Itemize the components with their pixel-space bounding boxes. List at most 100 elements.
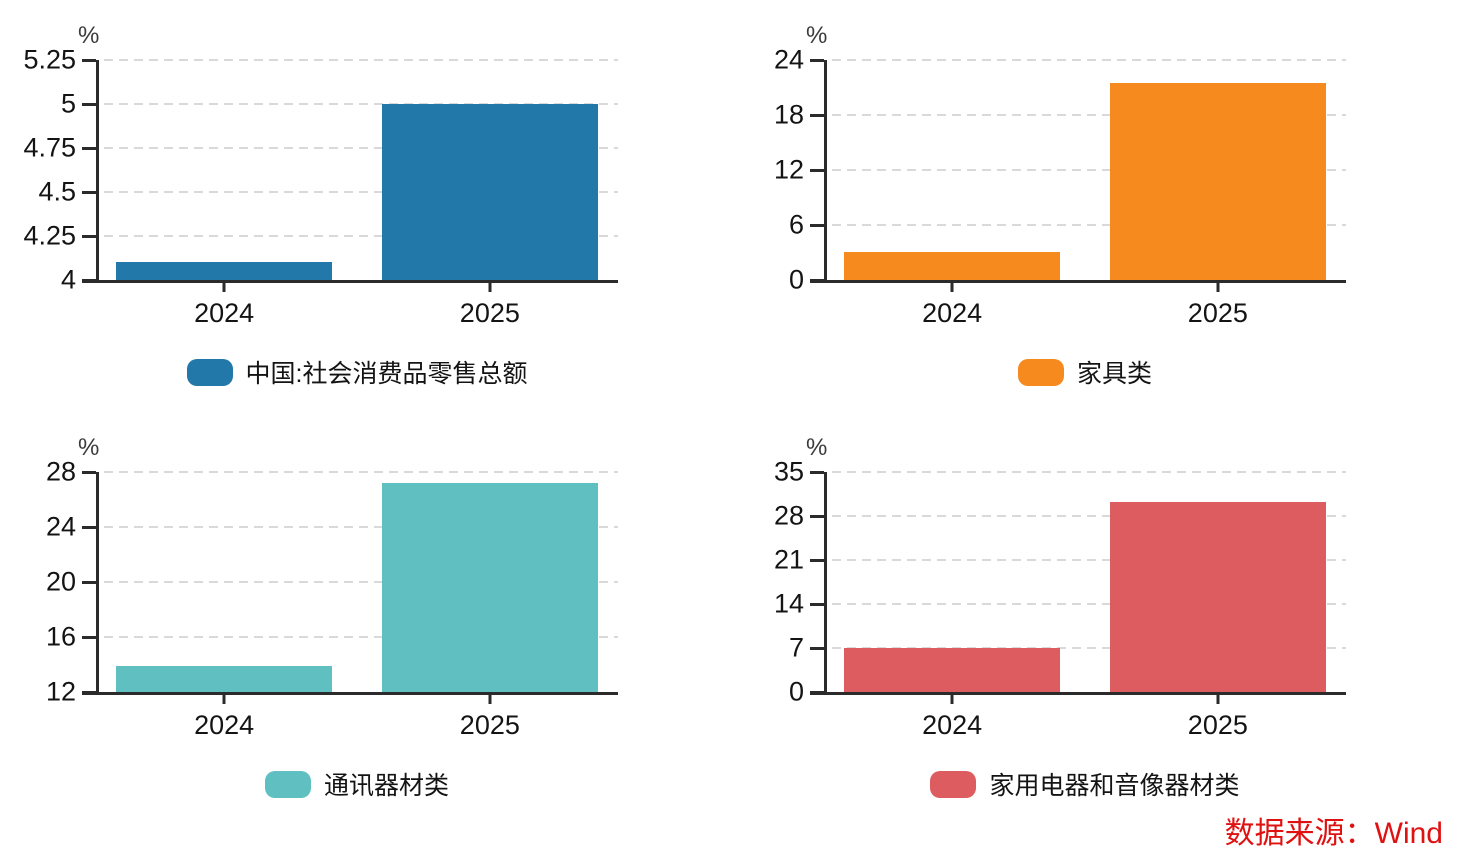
- x-tick-mark-2024: [222, 282, 226, 292]
- y-tick-mark-0: [810, 278, 824, 282]
- gridline-12: [832, 169, 1346, 171]
- y-tick-label-4.5: 4.5: [38, 176, 76, 207]
- x-tick-label-2024: 2024: [922, 710, 983, 740]
- y-axis-line: [96, 60, 99, 282]
- gridline-24: [104, 526, 618, 528]
- y-tick-mark-6: [810, 223, 824, 227]
- bar-2024: [843, 251, 1061, 280]
- y-tick-label-5.25: 5.25: [23, 44, 76, 75]
- x-tick-label-2025: 2025: [1187, 710, 1248, 740]
- bar-2025: [381, 483, 599, 692]
- legend-label: 家用电器和音像器材类: [989, 772, 1240, 800]
- legend: 家用电器和音像器材类: [824, 766, 1346, 802]
- gridline-21: [832, 559, 1346, 561]
- gridline-5.25: [104, 59, 618, 61]
- y-tick-label-24: 24: [45, 511, 76, 542]
- y-tick-mark-12: [82, 690, 96, 694]
- y-axis-unit-label: %: [806, 434, 828, 461]
- y-tick-mark-4.5: [82, 190, 96, 194]
- bar-2024: [843, 648, 1061, 692]
- x-axis-labels: 2024 2025: [96, 294, 618, 338]
- bar-2025: [1109, 82, 1327, 280]
- x-tick-label-2025: 2025: [459, 298, 520, 328]
- y-tick-mark-20: [82, 580, 96, 584]
- y-tick-mark-24: [810, 58, 824, 62]
- x-tick-label-2024: 2024: [922, 298, 983, 328]
- x-axis-labels: 2024 2025: [824, 706, 1346, 750]
- y-tick-label-7: 7: [788, 632, 804, 663]
- gridline-28: [104, 471, 618, 473]
- y-tick-mark-18: [810, 113, 824, 117]
- gridline-6: [832, 224, 1346, 226]
- gridline-28: [832, 515, 1346, 517]
- bar-2024: [115, 665, 333, 692]
- legend-swatch: [264, 770, 311, 798]
- y-axis-unit-label: %: [806, 22, 828, 49]
- plot-area: 0 6 12 18 24 2024 2025: [774, 46, 1346, 338]
- plot: 4 4.25 4.5 4.75 5 5.25: [23, 46, 618, 293]
- legend-swatch: [930, 770, 977, 798]
- data-source-label: 数据来源：Wind: [1224, 817, 1443, 850]
- x-axis-labels: 2024 2025: [824, 294, 1346, 338]
- x-tick-mark-2025: [488, 282, 492, 292]
- y-tick-mark-35: [810, 470, 824, 474]
- gridline-35: [832, 471, 1346, 473]
- plot-area: 12 16 20 24 28 2024 2025: [46, 458, 618, 750]
- bar-chart-home-appliances-av: % 0 7 14 21 28 35 2024 2025 家用电器和音像器材类: [728, 412, 1457, 824]
- y-tick-mark-14: [810, 602, 824, 606]
- y-tick-mark-21: [810, 558, 824, 562]
- y-axis-line: [824, 472, 827, 694]
- y-tick-mark-4.25: [82, 234, 96, 238]
- x-tick-mark-2024: [222, 694, 226, 704]
- y-tick-label-28: 28: [45, 456, 76, 487]
- gridline-16: [104, 636, 618, 638]
- y-tick-label-0: 0: [788, 676, 804, 707]
- bar-chart-furniture: % 0 6 12 18 24 2024 2025 家具类: [728, 0, 1457, 412]
- y-tick-label-28: 28: [773, 500, 804, 531]
- y-tick-mark-12: [810, 168, 824, 172]
- y-axis-unit-label: %: [78, 434, 100, 461]
- gridline-4.5: [104, 191, 618, 193]
- y-axis-line: [824, 60, 827, 282]
- legend-label: 家具类: [1076, 360, 1152, 388]
- y-tick-label-21: 21: [773, 544, 804, 575]
- x-tick-label-2024: 2024: [194, 298, 255, 328]
- y-axis-line: [96, 472, 99, 694]
- gridline-7: [832, 647, 1346, 649]
- x-tick-mark-2024: [950, 694, 954, 704]
- gridline-4.25: [104, 235, 618, 237]
- bar-chart-china-total-retail: % 4 4.25 4.5 4.75 5 5.25 2024 2025 中国:社会消费品零售总…: [0, 0, 728, 412]
- y-tick-mark-4: [82, 278, 96, 282]
- legend-swatch: [1017, 358, 1064, 386]
- y-tick-mark-16: [82, 635, 96, 639]
- legend-label: 中国:社会消费品零售总额: [245, 360, 528, 388]
- x-tick-label-2024: 2024: [194, 710, 255, 740]
- bar-chart-communication-equipment: % 12 16 20 24 28 2024 2025 通讯器材类: [0, 412, 728, 824]
- x-axis-line: [82, 280, 618, 283]
- plot-area: 4 4.25 4.5 4.75 5 5.25 2024 2025: [23, 46, 618, 338]
- y-tick-label-12: 12: [45, 676, 76, 707]
- y-tick-label-6: 6: [788, 209, 804, 240]
- x-axis-line: [810, 280, 1346, 283]
- bar-2025: [1109, 502, 1327, 692]
- y-tick-label-35: 35: [773, 456, 804, 487]
- gridline-18: [832, 114, 1346, 116]
- legend: 家具类: [824, 354, 1346, 390]
- y-tick-label-0: 0: [788, 264, 804, 295]
- x-axis-line: [810, 692, 1346, 695]
- x-axis-labels: 2024 2025: [96, 706, 618, 750]
- y-tick-label-12: 12: [773, 154, 804, 185]
- gridline-5: [104, 103, 618, 105]
- y-tick-mark-0: [810, 690, 824, 694]
- legend: 中国:社会消费品零售总额: [96, 354, 618, 390]
- y-tick-mark-7: [810, 646, 824, 650]
- plot-area: 0 7 14 21 28 35 2024 2025: [774, 458, 1346, 750]
- gridline-4.75: [104, 147, 618, 149]
- y-tick-label-24: 24: [773, 44, 804, 75]
- y-tick-label-4: 4: [60, 264, 76, 295]
- legend-swatch: [186, 358, 233, 386]
- bar-2025: [381, 104, 599, 280]
- gridline-20: [104, 581, 618, 583]
- bar-2024: [115, 262, 333, 280]
- x-axis-line: [82, 692, 618, 695]
